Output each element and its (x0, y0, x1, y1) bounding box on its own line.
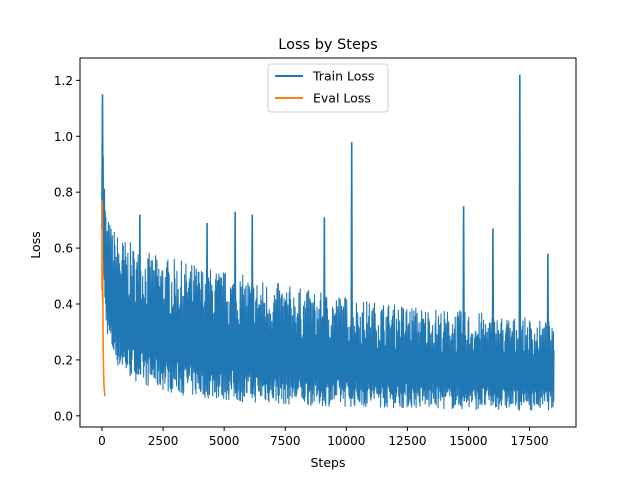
train-loss-spike (101, 94, 104, 236)
x-axis-ticks: 0 2500 5000 7500 10000 12500 15000 17500 (98, 427, 549, 448)
x-tick-label: 12500 (388, 434, 426, 448)
train-loss-spike (546, 253, 550, 402)
y-tick-label: 0.8 (54, 186, 73, 200)
train-loss-spike (322, 217, 326, 398)
y-tick-label: 0.0 (54, 409, 73, 423)
train-loss-line (101, 144, 555, 411)
y-tick-label: 1.2 (54, 74, 73, 88)
train-loss-spike (350, 141, 354, 399)
x-tick-label: 15000 (449, 434, 487, 448)
chart-title: Loss by Steps (278, 37, 377, 53)
train-loss-series (101, 74, 555, 411)
x-tick-label: 7500 (270, 434, 301, 448)
y-tick-label: 0.4 (54, 298, 73, 312)
train-loss-spike (250, 214, 254, 395)
axes-frame (79, 57, 577, 428)
x-tick-label: 10000 (327, 434, 365, 448)
train-loss-spike (205, 222, 209, 391)
plot-area (101, 74, 555, 411)
train-loss-spike (233, 211, 237, 394)
legend: Train Loss Eval Loss (267, 63, 389, 113)
x-axis-label: Steps (311, 455, 346, 470)
train-loss-spike (518, 74, 522, 402)
y-tick-label: 0.6 (54, 242, 73, 256)
eval-loss-line (101, 200, 106, 397)
legend-train-label: Train Loss (312, 69, 374, 84)
legend-eval-label: Eval Loss (313, 91, 371, 106)
x-tick-label: 5000 (209, 434, 240, 448)
x-tick-label: 17500 (510, 434, 548, 448)
x-tick-label: 0 (98, 434, 106, 448)
train-loss-spike (491, 228, 495, 402)
x-tick-label: 2500 (148, 434, 179, 448)
y-axis-ticks: 0.0 0.2 0.4 0.6 0.8 1.0 1.2 (54, 74, 80, 423)
y-axis-label: Loss (28, 231, 43, 258)
train-loss-spike (462, 206, 466, 402)
y-tick-label: 0.2 (54, 353, 73, 367)
train-loss-spike (138, 214, 142, 375)
y-tick-label: 1.0 (54, 130, 73, 144)
eval-loss-series (101, 200, 106, 397)
